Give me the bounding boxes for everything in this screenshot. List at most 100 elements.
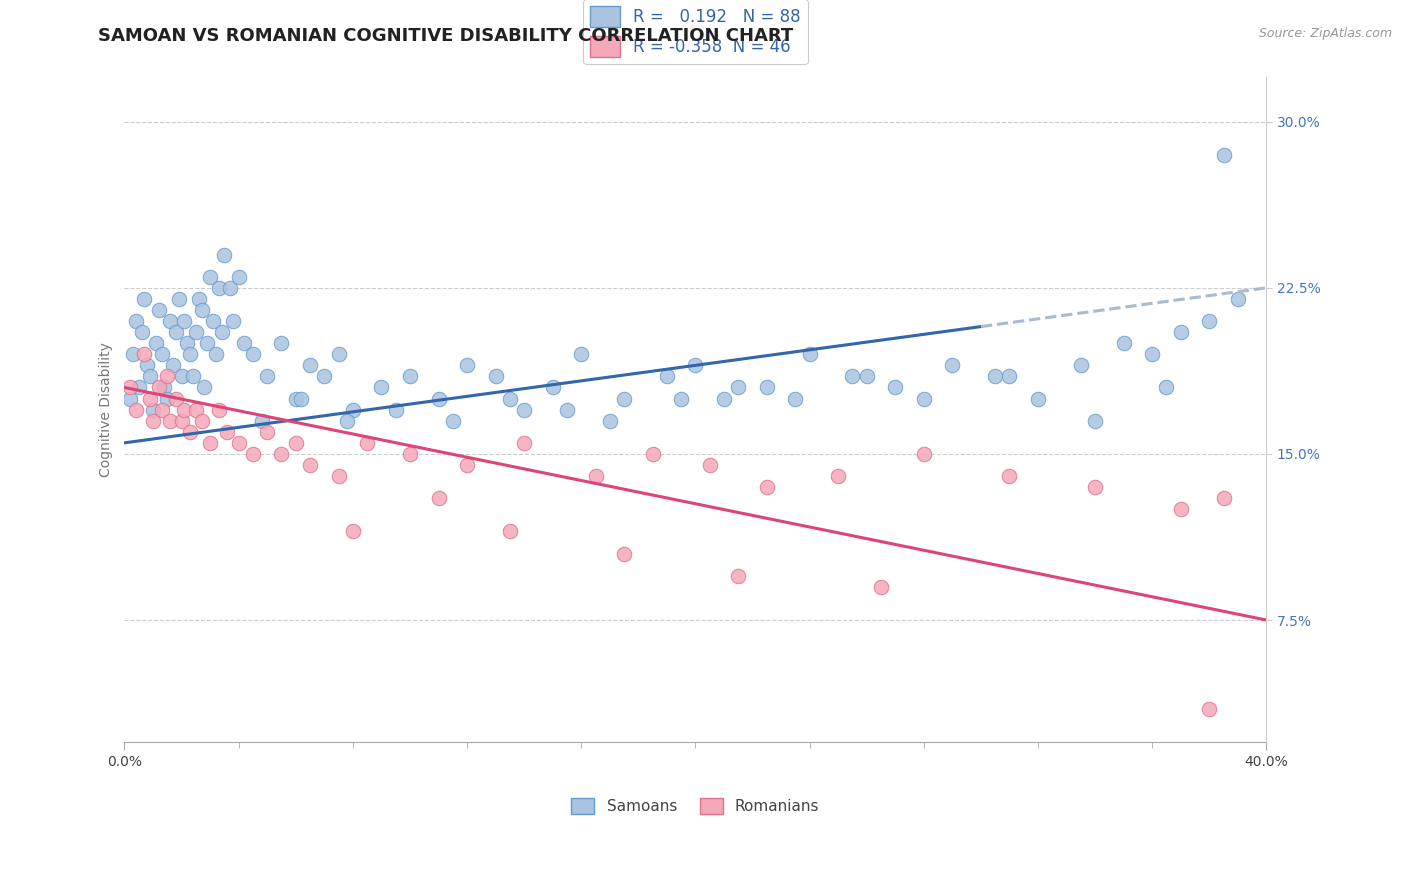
Point (328, 469, 350, 483)
Point (122, 347, 145, 361)
Point (156, 369, 179, 384)
Point (187, 292, 209, 306)
Point (599, 414, 621, 428)
Point (456, 359, 478, 373)
Point (785, 392, 807, 406)
Point (170, 414, 193, 428)
Point (153, 380, 176, 394)
Point (1212, 148, 1234, 162)
Point (685, 359, 707, 373)
Point (841, 369, 863, 384)
Point (134, 347, 156, 361)
Point (179, 425, 201, 439)
Point (250, 414, 273, 428)
Point (585, 469, 607, 483)
Point (284, 435, 307, 450)
Point (399, 447, 422, 461)
Point (1112, 336, 1135, 351)
Point (499, 524, 522, 539)
Point (205, 347, 228, 361)
Point (641, 447, 664, 461)
Point (156, 392, 179, 406)
Point (139, 392, 162, 406)
Y-axis label: Cognitive Disability: Cognitive Disability (100, 343, 114, 477)
Point (336, 414, 359, 428)
Point (427, 392, 450, 406)
Point (208, 402, 231, 417)
Point (159, 314, 181, 328)
Point (941, 359, 963, 373)
Point (870, 580, 893, 594)
Point (176, 336, 198, 351)
Point (441, 414, 464, 428)
Point (242, 347, 264, 361)
Point (1170, 502, 1192, 516)
Point (399, 369, 422, 384)
Point (1084, 414, 1107, 428)
Point (193, 380, 215, 394)
Point (290, 392, 312, 406)
Point (1156, 380, 1178, 394)
Point (984, 369, 1007, 384)
Point (120, 392, 142, 406)
Point (912, 447, 935, 461)
Point (256, 425, 278, 439)
Point (513, 435, 536, 450)
Point (211, 325, 233, 339)
Legend: Samoans, Romanians: Samoans, Romanians (565, 792, 825, 821)
Point (1212, 491, 1234, 506)
Point (569, 347, 592, 361)
Point (219, 281, 242, 295)
Point (170, 369, 193, 384)
Point (912, 392, 935, 406)
Point (173, 402, 195, 417)
Point (198, 269, 221, 284)
Point (217, 425, 239, 439)
Point (198, 435, 221, 450)
Point (755, 380, 778, 394)
Point (1226, 292, 1249, 306)
Point (167, 292, 190, 306)
Point (173, 314, 195, 328)
Text: Source: ZipAtlas.com: Source: ZipAtlas.com (1258, 27, 1392, 40)
Point (228, 269, 250, 284)
Point (142, 414, 165, 428)
Point (314, 369, 336, 384)
Point (299, 458, 322, 472)
Point (998, 369, 1021, 384)
Text: SAMOAN VS ROMANIAN COGNITIVE DISABILITY CORRELATION CHART: SAMOAN VS ROMANIAN COGNITIVE DISABILITY … (98, 27, 793, 45)
Point (145, 336, 167, 351)
Point (328, 347, 350, 361)
Point (270, 336, 292, 351)
Point (134, 292, 156, 306)
Point (150, 347, 173, 361)
Point (128, 380, 150, 394)
Point (208, 281, 231, 295)
Point (541, 380, 564, 394)
Point (162, 359, 184, 373)
Point (456, 458, 478, 472)
Point (256, 369, 278, 384)
Point (1198, 701, 1220, 715)
Point (165, 325, 187, 339)
Point (228, 435, 250, 450)
Point (513, 402, 536, 417)
Point (242, 447, 264, 461)
Point (484, 369, 506, 384)
Point (356, 435, 378, 450)
Point (827, 469, 849, 483)
Point (713, 392, 735, 406)
Point (190, 303, 212, 318)
Point (613, 392, 636, 406)
Point (1084, 480, 1107, 494)
Point (148, 380, 170, 394)
Point (125, 314, 148, 328)
Point (699, 458, 721, 472)
Point (214, 247, 236, 261)
Point (222, 314, 245, 328)
Point (125, 402, 148, 417)
Point (727, 380, 749, 394)
Point (181, 369, 204, 384)
Point (1170, 325, 1192, 339)
Point (184, 402, 207, 417)
